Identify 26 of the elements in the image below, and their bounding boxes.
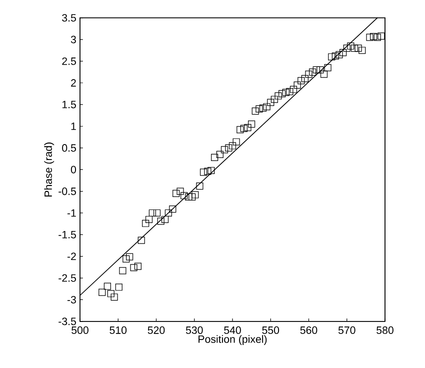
x-tick-label: 560 — [300, 326, 318, 334]
x-tick-label: 500 — [72, 326, 88, 334]
y-tick-label: 3 — [70, 36, 76, 44]
y-tick-label: -1.5 — [58, 230, 76, 238]
y-tick-label: -3.5 — [58, 318, 76, 326]
x-tick-label: 540 — [224, 326, 241, 334]
x-tick-label: 520 — [148, 326, 165, 334]
x-tick-label: 530 — [186, 326, 203, 334]
x-tick-label: 550 — [262, 326, 280, 334]
y-tick-label: 3.5 — [62, 14, 76, 22]
y-tick-label: 0 — [70, 166, 76, 174]
y-tick-label: -2.5 — [58, 274, 76, 282]
y-tick-label: 1.5 — [62, 100, 76, 108]
x-axis-title: Position (pixel) — [198, 334, 267, 345]
y-axis-title: Phase (rad) — [44, 142, 54, 196]
y-tick-label: 1 — [71, 122, 76, 130]
y-tick-label: 2.5 — [62, 57, 76, 65]
y-tick-label: -3 — [67, 296, 76, 304]
x-tick-label: 510 — [110, 326, 127, 334]
y-tick-label: -2 — [67, 252, 76, 260]
y-tick-label: -0.5 — [58, 187, 76, 195]
y-tick-label: 0.5 — [62, 144, 76, 152]
y-tick-label: 2 — [71, 79, 76, 86]
x-tick-label: 570 — [338, 326, 356, 334]
x-tick-label: 580 — [376, 326, 394, 334]
y-tick-label: -1 — [67, 209, 76, 216]
